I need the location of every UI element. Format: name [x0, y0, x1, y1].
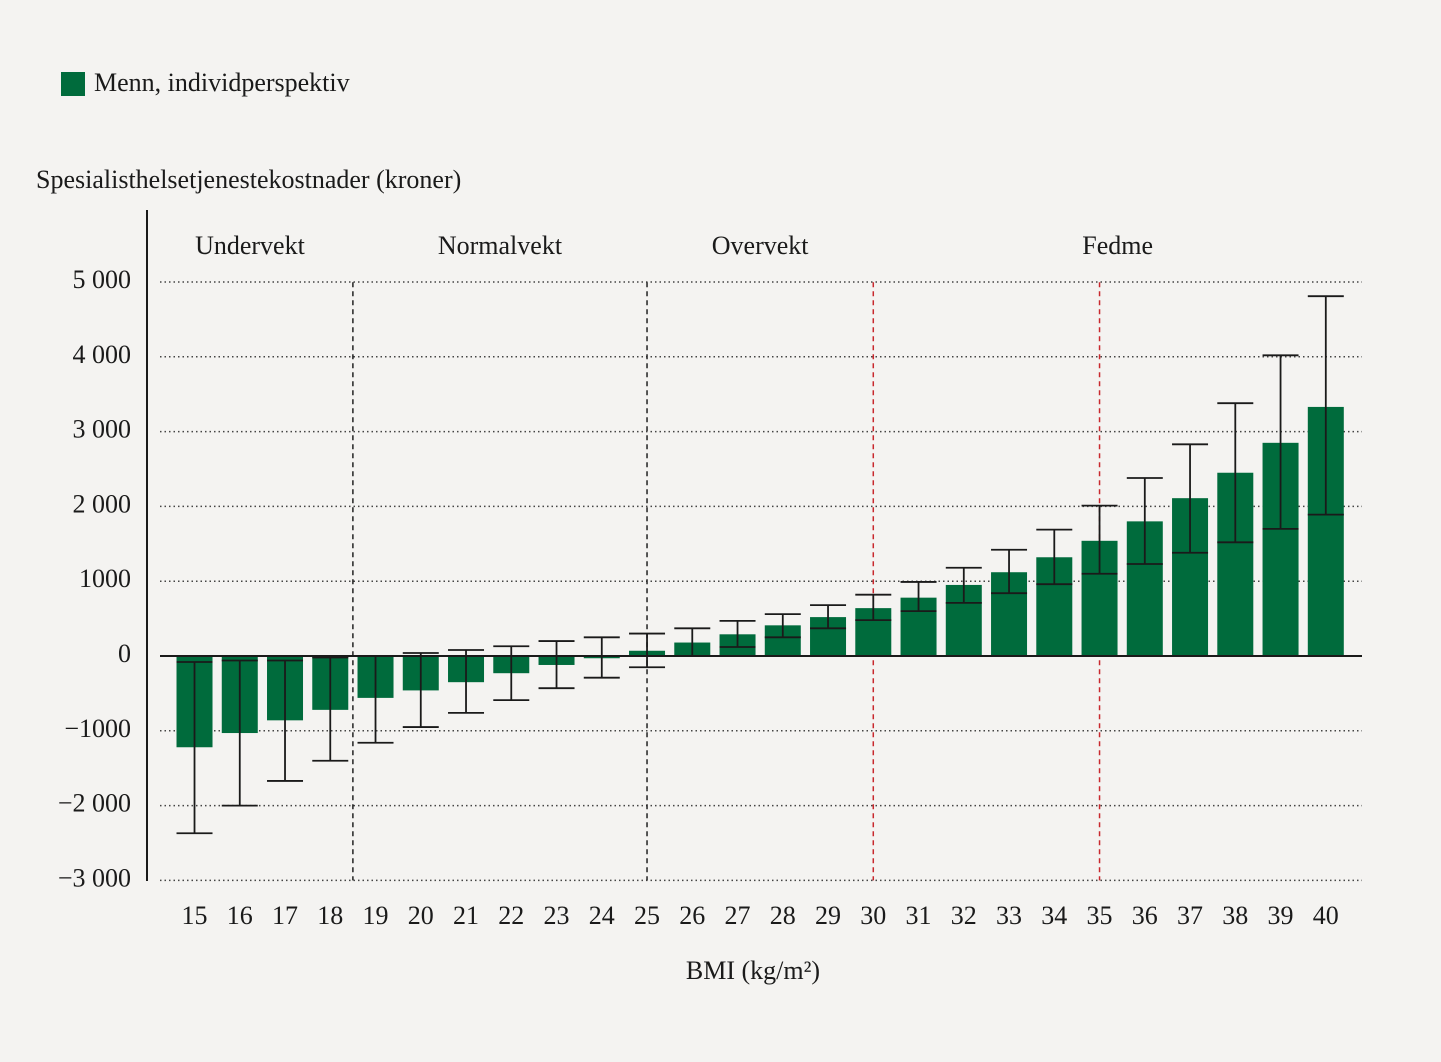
x-tick-label: 28	[770, 901, 796, 930]
region-label: Normalvekt	[438, 231, 563, 260]
x-tick-label: 19	[363, 901, 389, 930]
x-tick-label: 17	[272, 901, 298, 930]
x-tick-label: 35	[1087, 901, 1113, 930]
x-tick-label: 20	[408, 901, 434, 930]
y-tick-label: 5 000	[73, 265, 132, 294]
x-tick-label: 15	[182, 901, 208, 930]
x-tick-label: 24	[589, 901, 615, 930]
x-tick-label: 34	[1041, 901, 1067, 930]
x-axis-label: BMI (kg/m²)	[686, 956, 820, 985]
y-axis-label: Spesialisthelsetjenestekostnader (kroner…	[36, 165, 461, 194]
region-label: Overvekt	[712, 231, 810, 260]
x-tick-label: 27	[725, 901, 751, 930]
y-tick-label: 1000	[79, 564, 131, 593]
x-tick-label: 25	[634, 901, 660, 930]
legend-label: Menn, individperspektiv	[94, 68, 350, 97]
y-tick-label: −3 000	[58, 863, 131, 892]
x-tick-label: 30	[860, 901, 886, 930]
y-tick-label: 3 000	[73, 415, 132, 444]
x-tick-label: 33	[996, 901, 1022, 930]
x-tick-label: 39	[1268, 901, 1294, 930]
y-tick-label: 2 000	[73, 489, 132, 518]
x-tick-label: 26	[679, 901, 705, 930]
x-tick-label: 16	[227, 901, 253, 930]
y-tick-label: 4 000	[73, 340, 132, 369]
x-tick-label: 37	[1177, 901, 1203, 930]
x-tick-label: 31	[906, 901, 932, 930]
x-tick-label: 38	[1222, 901, 1248, 930]
x-tick-label: 36	[1132, 901, 1158, 930]
x-tick-label: 40	[1313, 901, 1339, 930]
y-tick-label: −2 000	[58, 789, 131, 818]
x-tick-label: 22	[498, 901, 524, 930]
x-tick-label: 21	[453, 901, 479, 930]
x-tick-label: 32	[951, 901, 977, 930]
legend-swatch	[61, 72, 85, 96]
region-label: Undervekt	[195, 231, 306, 260]
y-tick-label: 0	[118, 639, 131, 668]
x-tick-label: 23	[544, 901, 570, 930]
x-tick-label: 29	[815, 901, 841, 930]
region-label: Fedme	[1082, 231, 1153, 260]
y-tick-label: −1000	[64, 714, 131, 743]
x-tick-label: 18	[317, 901, 343, 930]
